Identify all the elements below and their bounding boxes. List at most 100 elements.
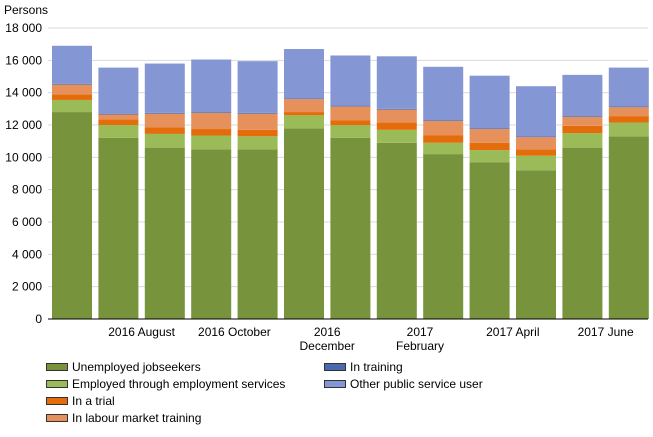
bar-stack bbox=[423, 66, 464, 319]
bar-segment bbox=[237, 129, 278, 137]
bar-segment bbox=[284, 99, 324, 113]
bar-segment bbox=[469, 150, 510, 163]
bar-segment bbox=[516, 149, 556, 156]
bar-segment bbox=[284, 98, 324, 100]
bar-segment bbox=[237, 149, 278, 319]
bar-segment bbox=[52, 45, 92, 84]
legend-item: Other public service user bbox=[324, 377, 483, 391]
bar-segment bbox=[608, 106, 649, 108]
bar-segment bbox=[284, 128, 324, 319]
legend-label: Employed through employment services bbox=[72, 377, 286, 391]
legend-label: In labour market training bbox=[72, 411, 202, 425]
bar-segment bbox=[52, 94, 92, 100]
bar-segment bbox=[608, 67, 649, 107]
bar-segment bbox=[98, 125, 139, 138]
legend-swatch bbox=[324, 380, 346, 388]
bar-stack bbox=[144, 63, 185, 319]
bar-segment bbox=[608, 122, 649, 137]
y-tick-label: 8 000 bbox=[12, 183, 42, 197]
bar-stack bbox=[237, 61, 278, 319]
legend-label: In training bbox=[350, 360, 403, 374]
bar-segment bbox=[516, 86, 556, 137]
legend-label: Other public service user bbox=[350, 377, 483, 391]
legend-item: In training bbox=[324, 360, 403, 374]
x-tick-labels: 2016 August 2016 October 2016 December 2017 F… bbox=[108, 325, 634, 353]
legend-swatch bbox=[324, 363, 346, 371]
bar-segment bbox=[423, 142, 464, 155]
y-tick-label: 6 000 bbox=[12, 215, 42, 229]
bar-segment bbox=[423, 120, 464, 121]
y-tick-label: 0 bbox=[35, 312, 42, 326]
bar-stack bbox=[562, 74, 603, 319]
bar-segment bbox=[191, 59, 232, 113]
y-tick-label: 10 000 bbox=[5, 150, 42, 164]
bar-segment bbox=[469, 162, 510, 319]
legend-item: Unemployed jobseekers bbox=[46, 360, 201, 374]
bar-segment bbox=[144, 133, 185, 148]
x-tick-label: 2017 June bbox=[578, 325, 634, 339]
bar-segment bbox=[562, 74, 603, 117]
bar-segment bbox=[144, 63, 185, 113]
bar-segment bbox=[562, 125, 603, 134]
bar-stacks bbox=[52, 45, 649, 319]
bar-segment bbox=[237, 113, 278, 130]
bar-segment bbox=[330, 137, 371, 319]
x-tick-label: 2017 April bbox=[486, 325, 539, 339]
x-tick-label: 2016 August bbox=[108, 325, 175, 339]
bar-segment bbox=[144, 127, 185, 134]
bar-segment bbox=[191, 129, 232, 136]
bar-segment bbox=[191, 149, 232, 319]
legend-item: In labour market training bbox=[46, 411, 201, 425]
bar-segment bbox=[376, 56, 417, 109]
bar-stack bbox=[284, 49, 324, 319]
bar-segment bbox=[98, 114, 139, 120]
bar-segment bbox=[284, 112, 324, 116]
bar-segment bbox=[98, 67, 139, 114]
bar-segment bbox=[516, 137, 556, 150]
bar-segment bbox=[608, 116, 649, 123]
bar-segment bbox=[562, 147, 603, 319]
y-tick-label: 18 000 bbox=[5, 21, 42, 35]
bar-stack bbox=[516, 86, 556, 319]
legend-label: In a trial bbox=[72, 394, 115, 408]
bar-stack bbox=[52, 45, 92, 319]
bar-segment bbox=[98, 119, 139, 125]
bar-segment bbox=[330, 120, 371, 125]
bar-segment bbox=[423, 135, 464, 143]
bar-segment bbox=[237, 61, 278, 113]
bar-segment bbox=[376, 142, 417, 319]
y-tick-label: 12 000 bbox=[5, 118, 42, 132]
bar-segment bbox=[52, 99, 92, 113]
bar-segment bbox=[330, 106, 371, 121]
bar-segment bbox=[423, 120, 464, 136]
bar-segment bbox=[562, 133, 603, 148]
bar-segment bbox=[237, 112, 278, 114]
bar-segment bbox=[52, 83, 92, 85]
bar-segment bbox=[516, 155, 556, 171]
bar-stack bbox=[330, 55, 371, 319]
y-tick-labels: 0 2 000 4 000 6 000 8 000 10 000 12 000 14 000 1… bbox=[5, 21, 42, 326]
bar-segment bbox=[284, 49, 324, 99]
bar-segment bbox=[52, 112, 92, 319]
bar-segment bbox=[376, 129, 417, 143]
bar-stack bbox=[191, 59, 232, 319]
bar-segment bbox=[237, 136, 278, 150]
legend-swatch bbox=[46, 363, 68, 371]
y-tick-label: 4 000 bbox=[12, 247, 42, 261]
legend-label: Unemployed jobseekers bbox=[72, 360, 201, 374]
bar-segment bbox=[98, 113, 139, 115]
x-tick-label: 2016 October bbox=[198, 325, 271, 339]
x-tick-label: 2017 February bbox=[396, 325, 444, 353]
legend-swatch bbox=[46, 414, 68, 422]
bar-stack bbox=[376, 56, 417, 319]
bar-segment bbox=[516, 136, 556, 138]
legend-swatch bbox=[46, 397, 68, 405]
bar-segment bbox=[52, 84, 92, 95]
bar-segment bbox=[284, 115, 324, 129]
bar-segment bbox=[98, 137, 139, 319]
y-tick-label: 16 000 bbox=[5, 53, 42, 67]
bar-segment bbox=[469, 129, 510, 143]
bar-segment bbox=[144, 147, 185, 319]
bar-segment bbox=[144, 113, 185, 128]
